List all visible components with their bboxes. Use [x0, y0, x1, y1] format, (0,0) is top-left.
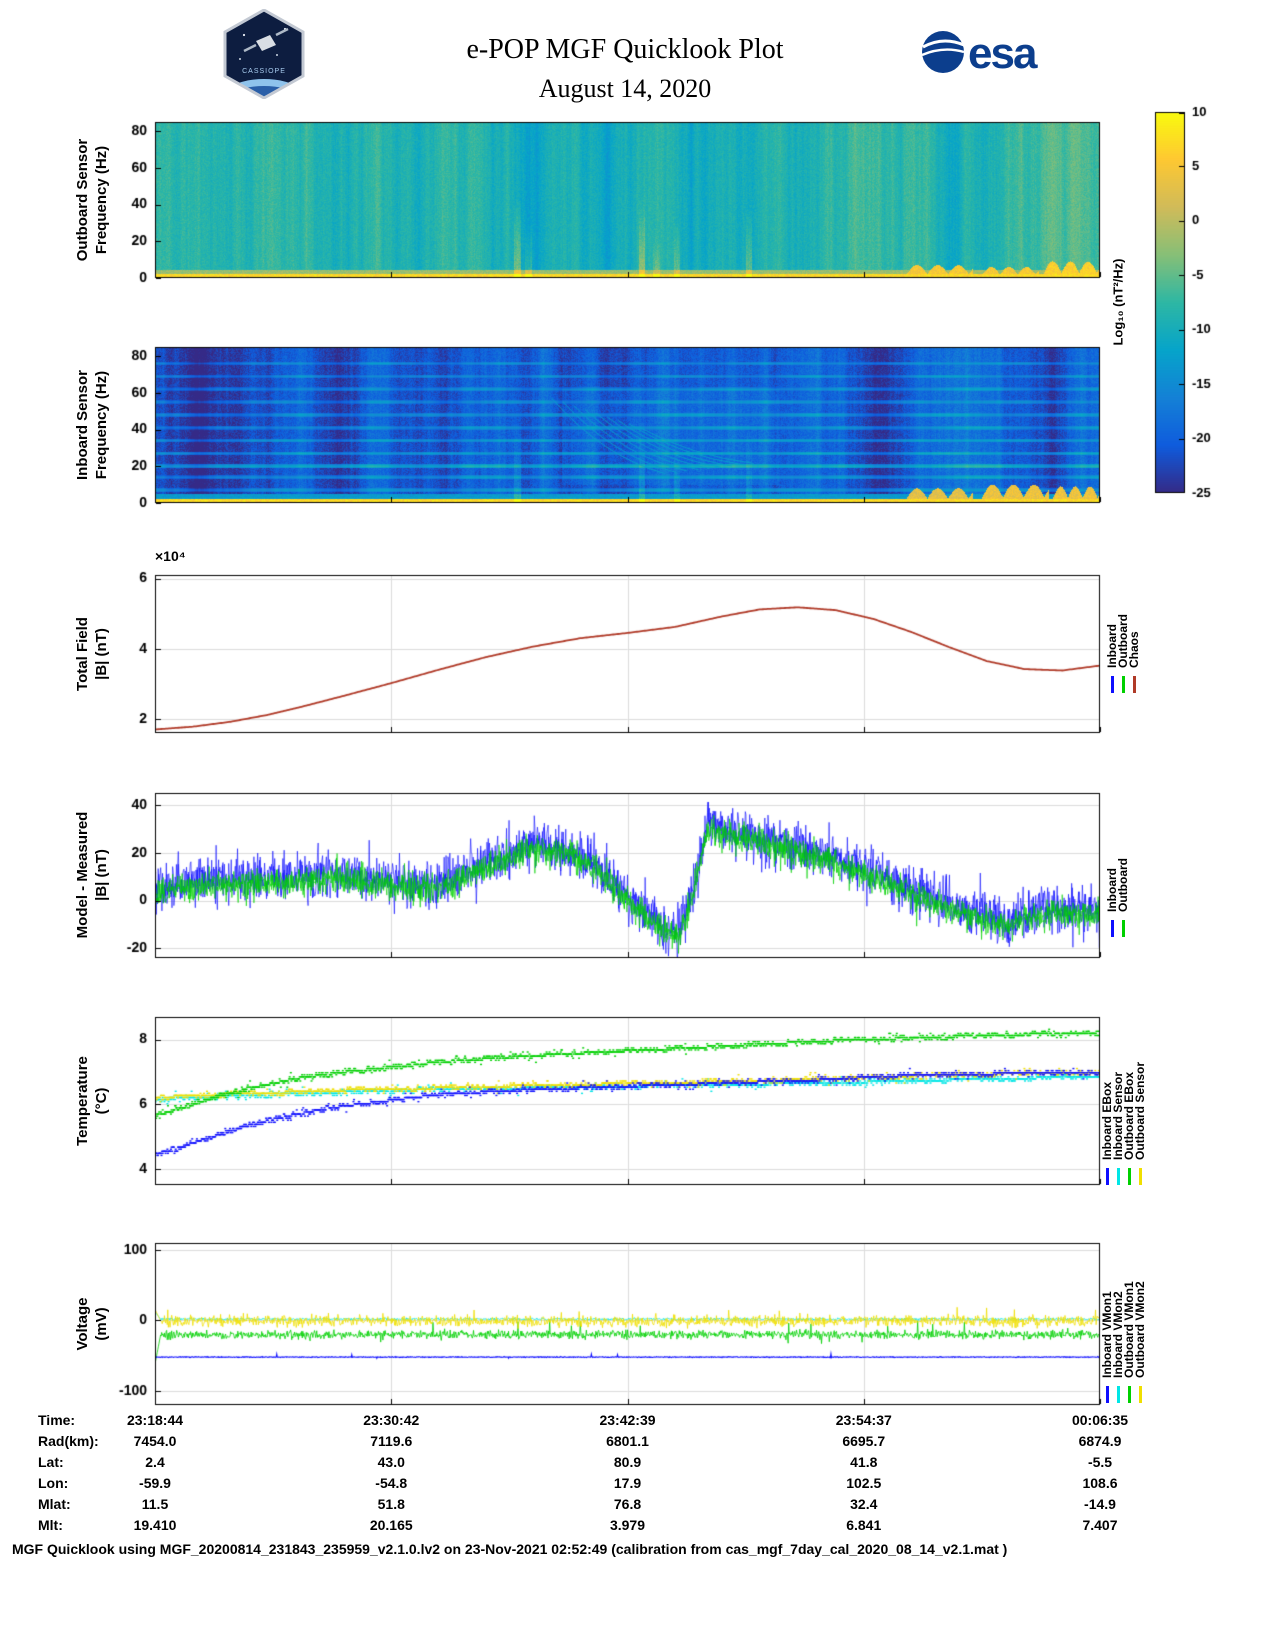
legend-color-sample-outboard-ebox — [1128, 1168, 1131, 1185]
y-axis-label-line1: Temperature — [74, 1056, 91, 1146]
table-cell: 43.0 — [377, 1454, 405, 1470]
y-axis-label-inboard-spectrogram: Inboard Sensor Frequency (Hz) — [73, 370, 111, 480]
table-cell: 6801.1 — [606, 1433, 649, 1449]
colorbar-label: Log₁₀ (nT²/Hz) — [1110, 258, 1126, 346]
legend-color-sample-inboard-sensor — [1117, 1168, 1120, 1185]
y-axis-label-line1: Outboard Sensor — [74, 138, 91, 262]
legend-color-sample-outboard — [1122, 920, 1125, 937]
table-cell: 7454.0 — [133, 1433, 177, 1449]
y-axis-label-line1: Total Field — [74, 617, 91, 691]
page-date: August 14, 2020 — [538, 74, 712, 103]
table-cell: 51.8 — [377, 1496, 405, 1512]
esa-wordmark: esa — [968, 29, 1038, 78]
table-cell: 23:18:44 — [126, 1412, 184, 1428]
table-cell: -54.8 — [375, 1475, 408, 1491]
y-axis-label-line2: (°C) — [93, 1087, 110, 1115]
legend-color-sample-inboard — [1111, 676, 1114, 693]
table-cell: 108.6 — [1082, 1475, 1118, 1491]
y-axis-label-total-field: Total Field |B| (nT) — [73, 617, 111, 691]
legend-color-sample-outboard — [1122, 676, 1125, 693]
patch-star — [239, 58, 241, 60]
patch-solar-panel — [275, 27, 289, 37]
table-cell: 102.5 — [846, 1475, 882, 1491]
table-cell: 6874.9 — [1078, 1433, 1122, 1449]
patch-mission-name: CASSIOPE — [242, 68, 286, 75]
table-cell: 00:06:35 — [1071, 1412, 1129, 1428]
table-cell: 19.410 — [133, 1517, 177, 1533]
esa-emblem-swoosh — [922, 39, 965, 49]
legend-label-outboard: Outboard — [1116, 858, 1130, 912]
legend-color-sample-outboard-vmon1 — [1128, 1386, 1131, 1403]
table-cell: 80.9 — [613, 1454, 642, 1470]
y-axis-label-line1: Inboard Sensor — [74, 369, 91, 481]
table-cell: 23:54:37 — [835, 1412, 892, 1428]
patch-solar-panel — [243, 43, 257, 53]
y-axis-label-line1: Voltage — [74, 1297, 91, 1351]
legend-label-outboard-sensor: Outboard Sensor — [1133, 1061, 1147, 1160]
legend-color-sample-chaos — [1133, 676, 1136, 693]
legend-color-sample-inboard-ebox — [1106, 1168, 1109, 1185]
table-cell: -14.9 — [1084, 1496, 1116, 1512]
table-row-label-mlt-: Mlt: — [38, 1517, 63, 1533]
table-cell: 7.407 — [1082, 1517, 1118, 1533]
footer-note: MGF Quicklook using MGF_20200814_231843_… — [12, 1541, 1008, 1557]
legend-label-chaos: Chaos — [1127, 631, 1141, 668]
cassiope-patch-icon: CASSIOPE — [223, 8, 305, 100]
table-cell: 6.841 — [846, 1517, 882, 1533]
table-row-label-lon-: Lon: — [38, 1475, 69, 1491]
table-cell: 7119.6 — [370, 1433, 413, 1449]
patch-star — [276, 54, 278, 56]
y-axis-label-outboard-spectrogram: Outboard Sensor Frequency (Hz) — [73, 139, 111, 262]
cassiope-mission-logo: CASSIOPE — [222, 8, 306, 100]
y-axis-label-model-minus-measured: Model - Measured |B| (nT) — [73, 812, 111, 939]
table-cell: 32.4 — [850, 1496, 878, 1512]
page-title: e-POP MGF Quicklook Plot — [466, 34, 784, 65]
table-cell: 23:42:39 — [599, 1412, 656, 1428]
total-field-exponent: ×10⁴ — [155, 548, 186, 564]
y-axis-label-line2: (mV) — [93, 1307, 110, 1341]
esa-logo-icon: esa — [921, 29, 1040, 78]
patch-star — [242, 33, 246, 37]
table-cell: -5.5 — [1087, 1454, 1113, 1470]
y-axis-label-temperature: Temperature (°C) — [73, 1056, 111, 1146]
legend-color-sample-outboard-vmon2 — [1139, 1386, 1142, 1403]
table-cell: 23:30:42 — [363, 1412, 420, 1428]
table-cell: 6695.7 — [842, 1433, 886, 1449]
legend-color-sample-inboard-vmon1 — [1106, 1386, 1109, 1403]
table-row-label-time-: Time: — [38, 1412, 76, 1428]
table-cell: -59.9 — [139, 1475, 171, 1491]
legend-color-sample-inboard-vmon2 — [1117, 1386, 1120, 1403]
table-cell: 2.4 — [145, 1454, 165, 1470]
y-axis-label-line2: Frequency (Hz) — [93, 145, 110, 255]
y-axis-label-voltage: Voltage (mV) — [73, 1297, 111, 1350]
y-axis-label-line2: |B| (nT) — [93, 628, 110, 680]
patch-border — [223, 8, 305, 100]
y-axis-label-line2: |B| (nT) — [93, 849, 110, 901]
table-cell: 11.5 — [141, 1496, 169, 1512]
table-row-label-lat-: Lat: — [38, 1454, 64, 1470]
y-axis-label-line1: Model - Measured — [74, 811, 91, 939]
legend-color-sample-outboard-sensor — [1139, 1168, 1142, 1185]
legend-label-outboard-vmon2: Outboard VMon2 — [1133, 1281, 1147, 1378]
table-cell: 17.9 — [613, 1475, 642, 1491]
table-row-label-mlat-: Mlat: — [38, 1496, 71, 1512]
table-cell: 3.979 — [609, 1517, 646, 1533]
legend-color-sample-inboard — [1111, 920, 1114, 937]
patch-satellite-icon — [256, 35, 276, 51]
esa-emblem-swoosh — [921, 48, 965, 57]
y-axis-label-line2: Frequency (Hz) — [93, 370, 110, 480]
table-cell: 20.165 — [369, 1517, 413, 1533]
table-cell: 41.8 — [850, 1454, 878, 1470]
table-row-label-rad-km-: Rad(km): — [38, 1433, 99, 1449]
table-cell: 76.8 — [613, 1496, 642, 1512]
esa-logo: esa — [918, 26, 1040, 78]
